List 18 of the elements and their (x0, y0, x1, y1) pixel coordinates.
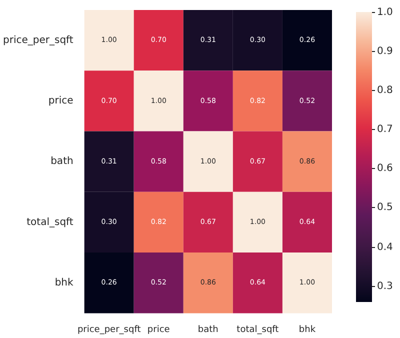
color-bar-label: 0.4 (377, 242, 393, 253)
y-tick-label: bhk (54, 277, 74, 288)
color-bar-label: 0.7 (377, 124, 393, 136)
x-tick-label: total_sqft (236, 324, 280, 335)
color-bar-label: 0.9 (377, 46, 393, 57)
y-tick-label: price_per_sqft (2, 34, 74, 46)
y-tick-label: bath (50, 156, 74, 168)
y-tick-label: total_sqft (26, 216, 74, 228)
color-bar-label: 0.5 (377, 202, 393, 214)
x-tick-label: bhk (298, 324, 316, 335)
color-bar-label: 0.3 (377, 280, 393, 292)
x-tick-label: price (147, 324, 170, 335)
color-bar-label: 0.6 (377, 163, 393, 174)
x-tick-label: price_per_sqft (77, 324, 142, 335)
y-tick-label: price (48, 96, 74, 107)
x-tick-label: bath (198, 324, 218, 335)
color-bar-label: 1.0 (377, 6, 393, 18)
color-bar-label: 0.8 (377, 84, 393, 96)
